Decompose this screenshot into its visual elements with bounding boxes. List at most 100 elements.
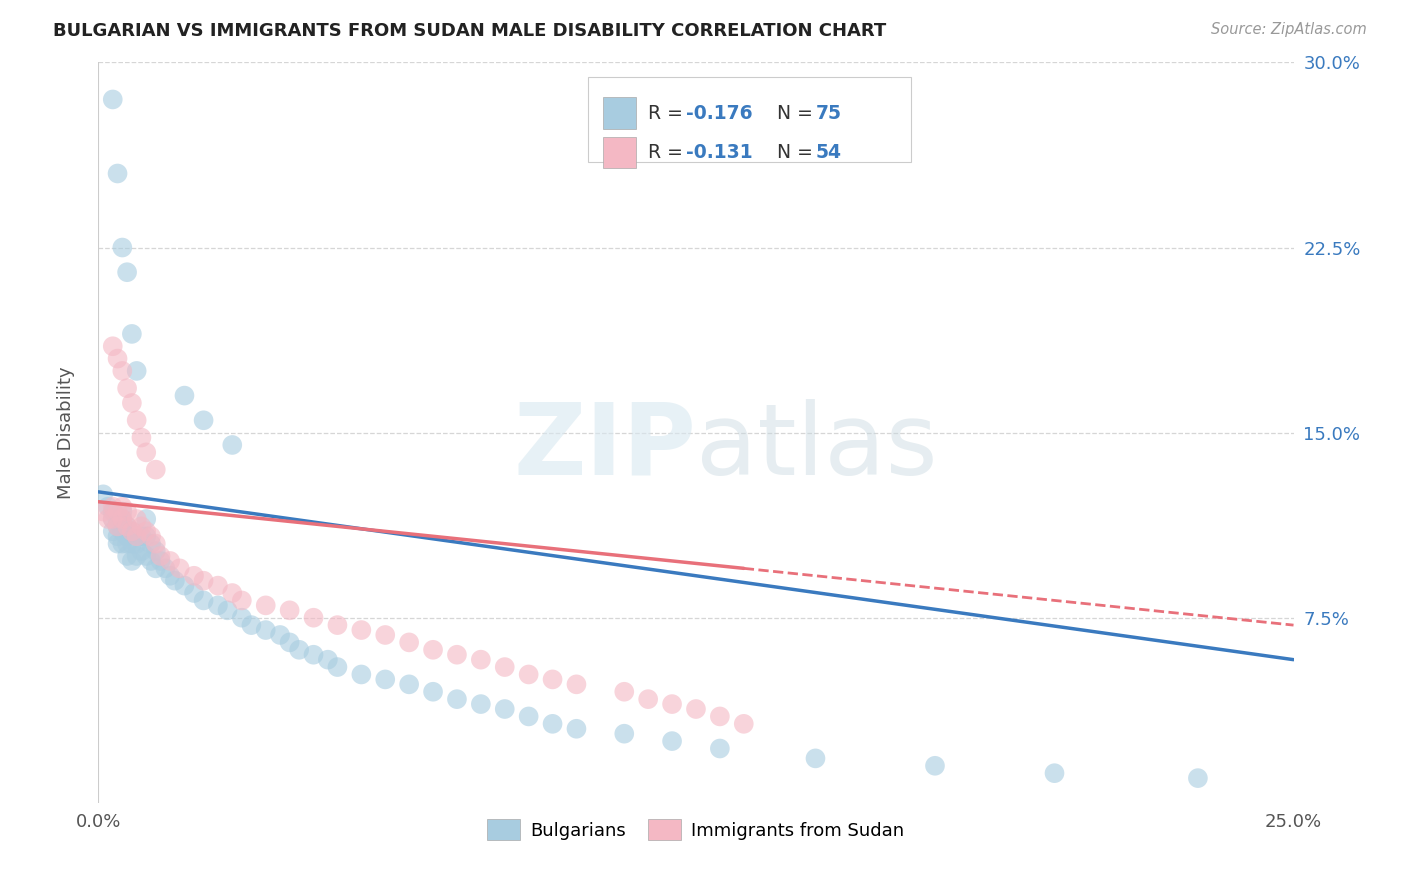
Point xyxy=(121,396,143,410)
Point xyxy=(139,554,162,568)
Point xyxy=(101,92,124,106)
Point xyxy=(101,512,124,526)
Point xyxy=(111,512,134,526)
Point xyxy=(135,512,157,526)
Point xyxy=(350,667,373,681)
Point xyxy=(207,579,229,593)
Point xyxy=(163,574,186,588)
Point xyxy=(193,593,215,607)
Point xyxy=(97,500,120,514)
Point xyxy=(709,741,731,756)
Point xyxy=(107,512,129,526)
Point xyxy=(97,512,120,526)
Point xyxy=(115,265,138,279)
Point xyxy=(107,505,129,519)
Point xyxy=(131,519,153,533)
Point xyxy=(125,529,148,543)
Point xyxy=(111,500,134,514)
Text: N =: N = xyxy=(778,143,820,161)
Point xyxy=(115,536,138,550)
Text: -0.176: -0.176 xyxy=(686,103,754,122)
Point xyxy=(637,692,659,706)
Text: -0.131: -0.131 xyxy=(686,143,754,161)
Point xyxy=(111,240,134,255)
Point xyxy=(221,586,243,600)
Point xyxy=(145,544,167,558)
Point xyxy=(398,635,420,649)
Point xyxy=(517,667,540,681)
Point xyxy=(269,628,291,642)
Point xyxy=(101,339,124,353)
Point xyxy=(131,431,153,445)
Point xyxy=(115,381,138,395)
Point xyxy=(278,603,301,617)
Text: ZIP: ZIP xyxy=(513,399,696,496)
Point xyxy=(613,685,636,699)
Point xyxy=(733,716,755,731)
Point xyxy=(470,697,492,711)
Point xyxy=(173,579,195,593)
Point xyxy=(121,524,143,539)
FancyBboxPatch shape xyxy=(603,97,637,128)
Point xyxy=(91,487,114,501)
Point xyxy=(121,326,143,341)
Point xyxy=(101,512,124,526)
Point xyxy=(193,574,215,588)
FancyBboxPatch shape xyxy=(589,78,911,162)
Point xyxy=(326,660,349,674)
Point xyxy=(613,727,636,741)
Point xyxy=(131,529,153,543)
Point xyxy=(350,623,373,637)
Point xyxy=(565,722,588,736)
Text: Source: ZipAtlas.com: Source: ZipAtlas.com xyxy=(1211,22,1367,37)
Point xyxy=(422,642,444,657)
Point xyxy=(709,709,731,723)
Point xyxy=(804,751,827,765)
Point xyxy=(107,519,129,533)
Point xyxy=(661,697,683,711)
Point xyxy=(135,445,157,459)
Point xyxy=(149,549,172,563)
Point xyxy=(149,554,172,568)
Point xyxy=(565,677,588,691)
Point xyxy=(217,603,239,617)
Point xyxy=(107,529,129,543)
Point xyxy=(125,364,148,378)
Point xyxy=(115,519,138,533)
Text: atlas: atlas xyxy=(696,399,938,496)
Legend: Bulgarians, Immigrants from Sudan: Bulgarians, Immigrants from Sudan xyxy=(478,811,914,849)
Point xyxy=(173,388,195,402)
Point xyxy=(145,536,167,550)
Point xyxy=(111,364,134,378)
Y-axis label: Male Disability: Male Disability xyxy=(56,367,75,499)
Text: BULGARIAN VS IMMIGRANTS FROM SUDAN MALE DISABILITY CORRELATION CHART: BULGARIAN VS IMMIGRANTS FROM SUDAN MALE … xyxy=(53,22,887,40)
Point xyxy=(139,529,162,543)
Point xyxy=(107,166,129,180)
Point xyxy=(145,462,167,476)
Point xyxy=(422,685,444,699)
Point xyxy=(924,758,946,772)
Point xyxy=(131,544,153,558)
Point xyxy=(115,505,138,519)
Point xyxy=(207,599,229,613)
Point xyxy=(159,554,181,568)
Point xyxy=(155,561,177,575)
Point xyxy=(159,568,181,582)
Point xyxy=(221,438,243,452)
Text: N =: N = xyxy=(778,103,820,122)
Point xyxy=(115,519,138,533)
Point xyxy=(125,512,148,526)
Point xyxy=(111,505,134,519)
Point xyxy=(254,599,277,613)
Point xyxy=(541,673,564,687)
Point xyxy=(145,561,167,575)
Point xyxy=(107,536,129,550)
Point xyxy=(107,519,129,533)
Text: 54: 54 xyxy=(815,143,841,161)
Point xyxy=(1187,771,1209,785)
Point xyxy=(115,529,138,543)
Point xyxy=(231,610,253,624)
Point xyxy=(111,536,134,550)
Point xyxy=(446,692,468,706)
Point xyxy=(121,554,143,568)
